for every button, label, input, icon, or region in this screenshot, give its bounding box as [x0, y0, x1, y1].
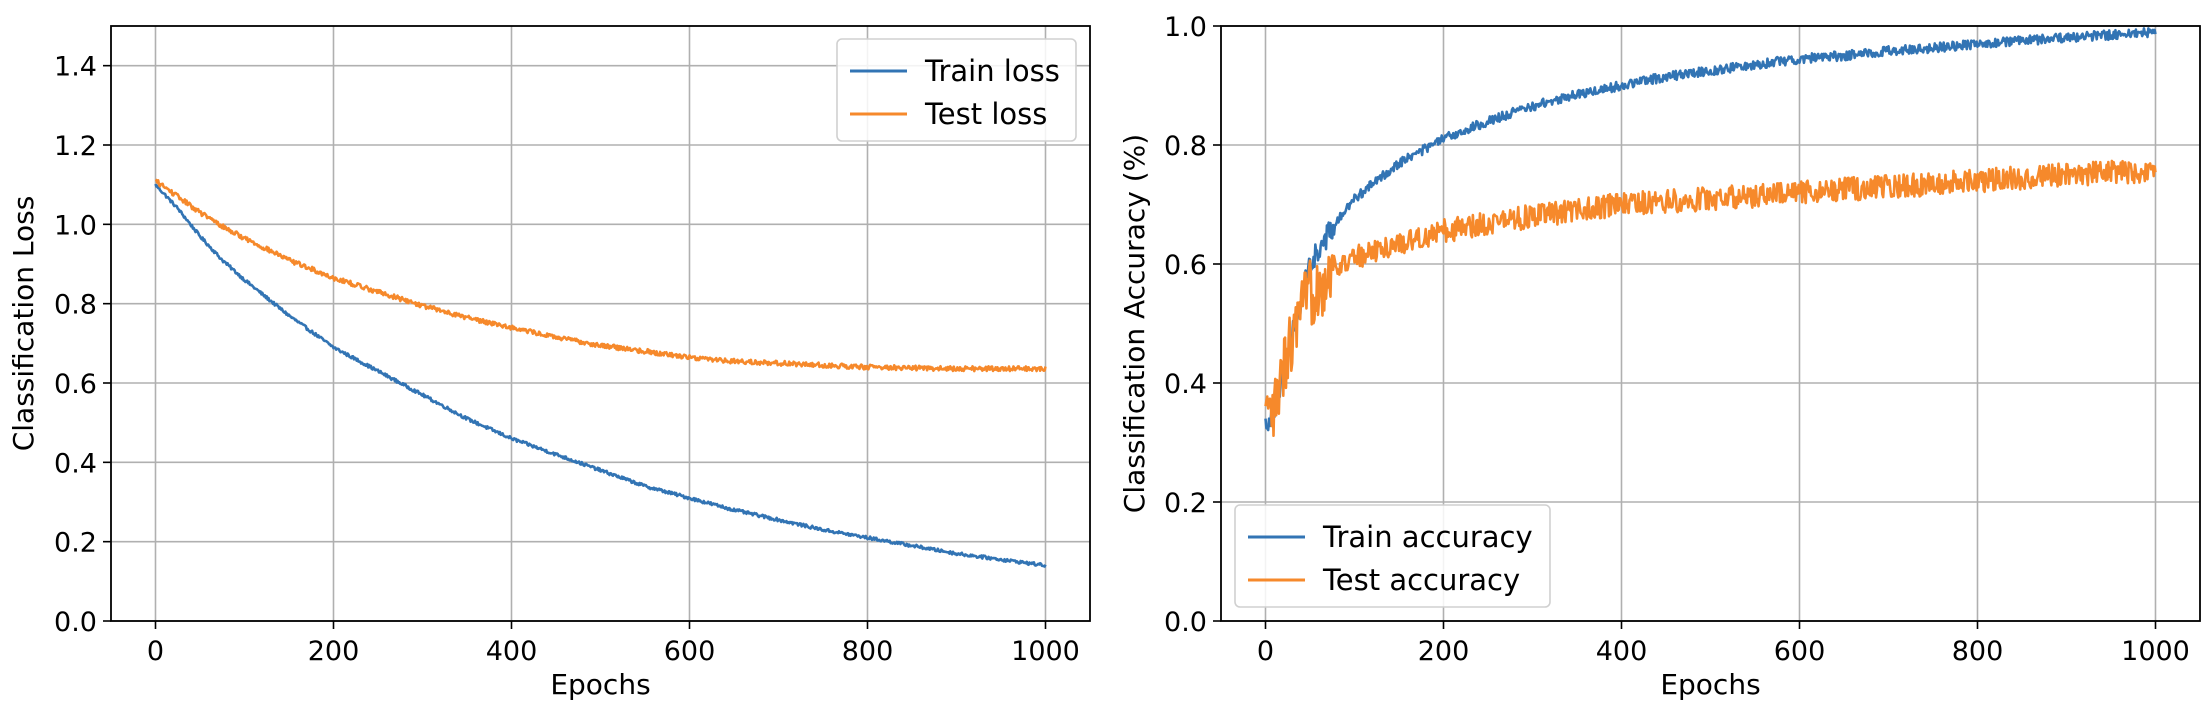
- y-tick-label: 0.2: [1164, 488, 1207, 519]
- y-tick-label: 1.4: [54, 52, 97, 83]
- y-tick-label: 0.6: [54, 369, 97, 400]
- x-tick-label: 200: [1418, 636, 1470, 667]
- y-tick-label: 0.8: [1164, 131, 1207, 162]
- axes-frame: [1220, 25, 2201, 622]
- y-tick-label: 0.4: [54, 448, 97, 479]
- series-line-train-accuracy: [1264, 27, 2157, 432]
- x-tick-label: 200: [308, 636, 360, 667]
- legend-box: [1234, 504, 1551, 608]
- legend: Train accuracy Test accuracy: [1234, 504, 1551, 608]
- x-tick-label: 800: [1952, 636, 2004, 667]
- legend-label: Train loss: [924, 54, 1060, 88]
- series-line-test-loss: [154, 178, 1047, 373]
- x-tick-label: 600: [664, 636, 716, 667]
- series-line-train-loss: [154, 183, 1047, 568]
- y-tick-label: 0.6: [1164, 250, 1207, 281]
- x-tick-label: 400: [1596, 636, 1648, 667]
- y-axis-label: Classification Loss: [7, 196, 40, 452]
- x-tick-label: 0: [147, 636, 164, 667]
- y-tick-label: 1.0: [1164, 12, 1207, 43]
- axes-frame: [110, 25, 1091, 622]
- x-tick-label: 600: [1774, 636, 1826, 667]
- y-tick-label: 1.2: [54, 131, 97, 162]
- x-tick-label: 400: [486, 636, 538, 667]
- x-tick-label: 0: [1257, 636, 1274, 667]
- y-tick-label: 0.2: [54, 528, 97, 559]
- x-tick-label: 1000: [1011, 636, 1080, 667]
- x-axis-label: Epochs: [1660, 668, 1760, 701]
- y-tick-label: 0.0: [54, 607, 97, 638]
- loss-chart: 0 200 400 600 800 1000 0.0 0.2 0.4 0.6 0.8 1.0 1.2 1.…: [7, 25, 1091, 701]
- legend-label: Test loss: [924, 97, 1047, 131]
- x-axis-label: Epochs: [550, 668, 650, 701]
- y-tick-label: 0.4: [1164, 369, 1207, 400]
- x-tick-label: 1000: [2121, 636, 2190, 667]
- y-tick-label: 1.0: [54, 210, 97, 241]
- x-tick-label: 800: [842, 636, 894, 667]
- y-tick-label: 0.0: [1164, 607, 1207, 638]
- y-tick-label: 0.8: [54, 290, 97, 321]
- legend: Train loss Test loss: [836, 38, 1077, 142]
- y-axis-label: Classification Accuracy (%): [1118, 134, 1151, 513]
- series-line-test-accuracy: [1264, 159, 2157, 438]
- legend-label: Test accuracy: [1322, 563, 1520, 597]
- legend-label: Train accuracy: [1322, 520, 1533, 554]
- accuracy-chart: 0 200 400 600 800 1000 0.0 0.2 0.4 0.6 0.8 1.0 Epoch…: [1118, 12, 2201, 701]
